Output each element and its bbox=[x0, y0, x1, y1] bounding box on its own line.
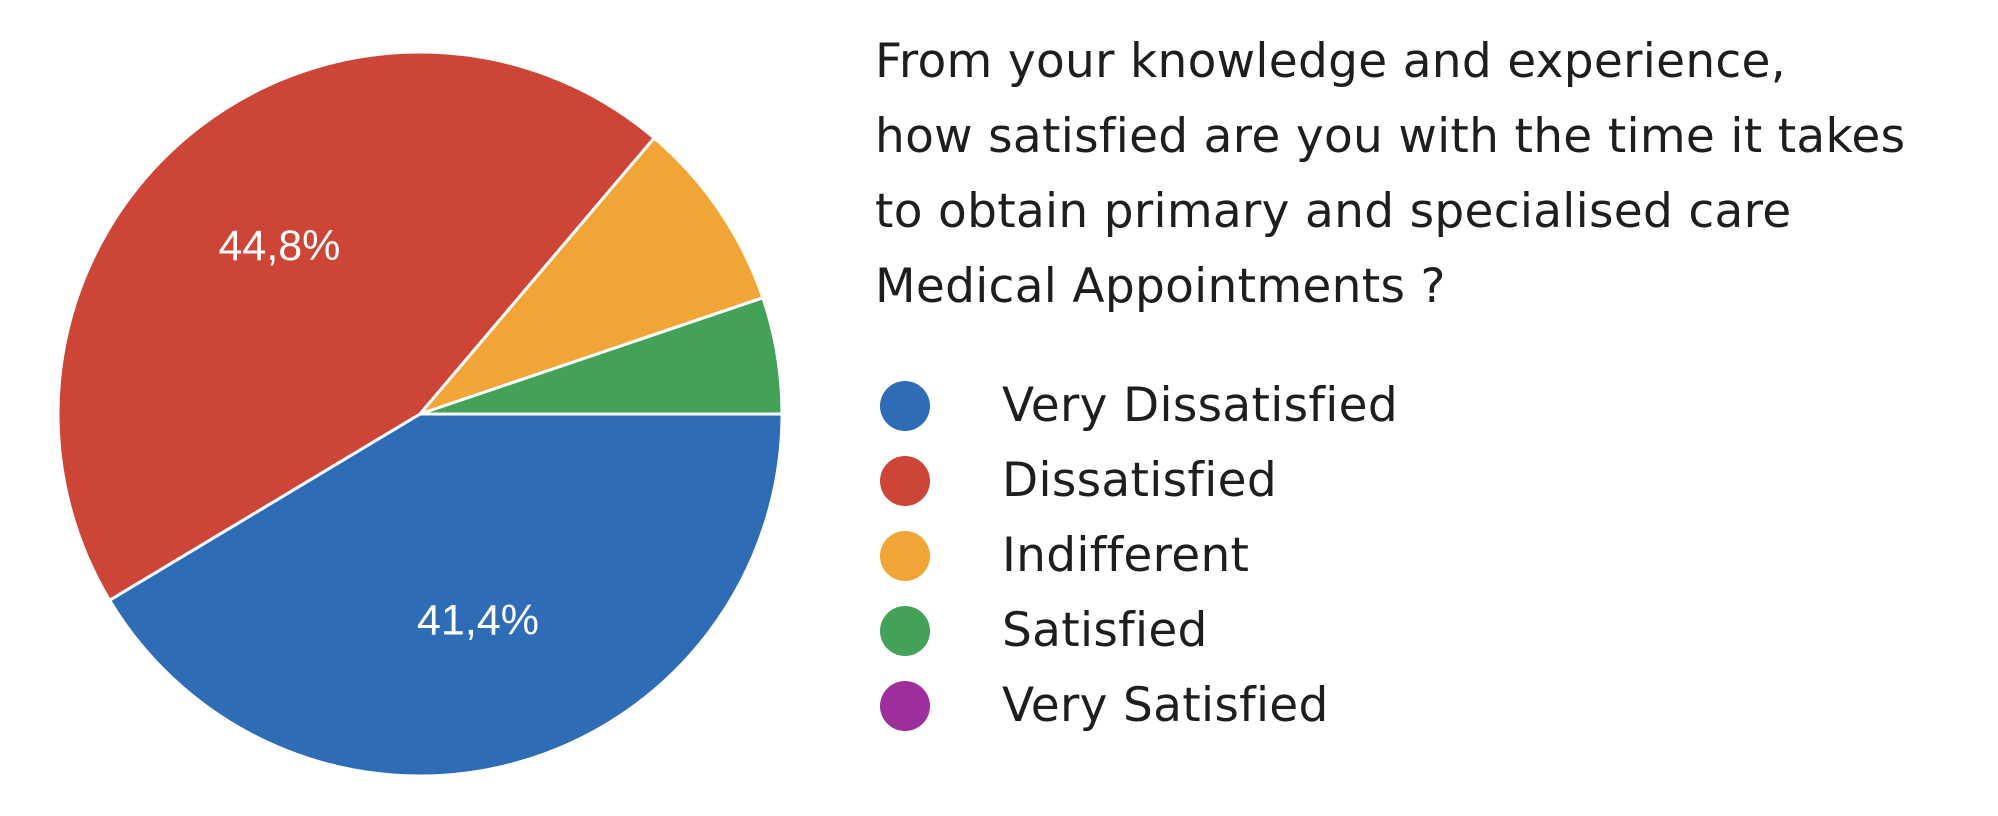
legend-label-very-dissatisfied: Very Dissatisfied bbox=[1002, 378, 1398, 433]
pie-slice-indifferent bbox=[418, 136, 765, 416]
legend-marker-very-dissatisfied bbox=[880, 380, 930, 431]
legend-label-dissatisfied: Dissatisfied bbox=[1002, 453, 1277, 508]
data-label-very-dissatisfied: 41,4% bbox=[417, 597, 539, 645]
chart-legend: Very Dissatisfied Dissatisfied Indiffere… bbox=[880, 368, 1398, 743]
data-label-dissatisfied: 44,8% bbox=[218, 222, 340, 270]
legend-marker-indifferent bbox=[880, 530, 930, 581]
legend-marker-dissatisfied bbox=[880, 455, 930, 506]
legend-item-dissatisfied: Dissatisfied bbox=[880, 443, 1398, 518]
legend-item-indifferent: Indifferent bbox=[880, 518, 1398, 593]
chart-title: From your knowledge and experience, how … bbox=[875, 24, 1975, 324]
legend-item-very-dissatisfied: Very Dissatisfied bbox=[880, 368, 1398, 443]
legend-marker-satisfied bbox=[880, 605, 930, 656]
legend-label-satisfied: Satisfied bbox=[1002, 603, 1208, 658]
legend-label-indifferent: Indifferent bbox=[1002, 528, 1250, 583]
chart-title-line: to obtain primary and specialised care bbox=[875, 184, 1792, 239]
pie-slice-dissatisfied bbox=[56, 50, 656, 602]
legend-item-very-satisfied: Very Satisfied bbox=[880, 668, 1398, 743]
chart-title-line: From your knowledge and experience, bbox=[875, 34, 1787, 89]
pie-slice-very-dissatisfied bbox=[108, 412, 784, 778]
chart-title-line: Medical Appointments ? bbox=[875, 259, 1446, 314]
pie-chart: 41,4% 44,8% bbox=[56, 50, 784, 778]
legend-item-satisfied: Satisfied bbox=[880, 593, 1398, 668]
chart-title-line: how satisfied are you with the time it t… bbox=[875, 109, 1906, 164]
legend-marker-very-satisfied bbox=[880, 680, 930, 731]
legend-label-very-satisfied: Very Satisfied bbox=[1002, 678, 1329, 733]
pie-slice-satisfied bbox=[418, 296, 784, 416]
